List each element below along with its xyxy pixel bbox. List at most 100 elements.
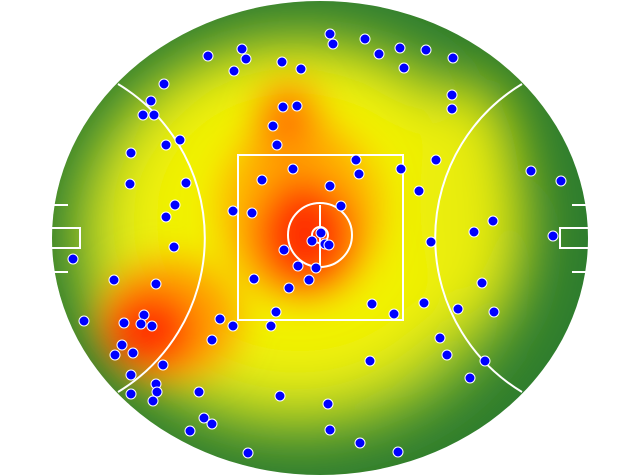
point (430, 154, 442, 166)
point (464, 372, 476, 384)
point (487, 215, 499, 227)
point (150, 278, 162, 290)
point (180, 177, 192, 189)
point (206, 418, 218, 430)
point (303, 274, 315, 286)
point (274, 390, 286, 402)
point (420, 44, 432, 56)
point (125, 147, 137, 159)
point (277, 101, 289, 113)
point (138, 309, 150, 321)
point (67, 253, 79, 265)
point (157, 359, 169, 371)
point (447, 52, 459, 64)
point (366, 298, 378, 310)
point (525, 165, 537, 177)
point (359, 33, 371, 45)
point (350, 154, 362, 166)
point (236, 43, 248, 55)
point (168, 241, 180, 253)
point (418, 297, 430, 309)
point (488, 306, 500, 318)
point (271, 139, 283, 151)
point (124, 178, 136, 190)
point (242, 447, 254, 459)
point (287, 163, 299, 175)
point (292, 260, 304, 272)
point (476, 277, 488, 289)
point (398, 62, 410, 74)
point (270, 306, 282, 318)
point (373, 48, 385, 60)
point (169, 199, 181, 211)
point (202, 50, 214, 62)
point (323, 239, 335, 251)
point (310, 262, 322, 274)
point (306, 235, 318, 247)
point (147, 395, 159, 407)
point (324, 424, 336, 436)
point (125, 369, 137, 381)
point (364, 355, 376, 367)
point (267, 120, 279, 132)
point (327, 38, 339, 50)
point (353, 168, 365, 180)
point (446, 89, 458, 101)
point (127, 347, 139, 359)
point (214, 313, 226, 325)
point (425, 236, 437, 248)
point (125, 388, 137, 400)
point (78, 315, 90, 327)
points (67, 28, 567, 459)
point (193, 386, 205, 398)
point (452, 303, 464, 315)
point (468, 226, 480, 238)
point (174, 134, 186, 146)
point (256, 174, 268, 186)
point (295, 63, 307, 75)
point (146, 320, 158, 332)
point (137, 109, 149, 121)
point (278, 244, 290, 256)
point (246, 207, 258, 219)
point (145, 95, 157, 107)
point (109, 349, 121, 361)
point (276, 56, 288, 68)
point (354, 437, 366, 449)
point (434, 332, 446, 344)
point (335, 200, 347, 212)
point (118, 317, 130, 329)
point (315, 227, 327, 239)
point (158, 78, 170, 90)
point (151, 386, 163, 398)
point (479, 355, 491, 367)
point (184, 425, 196, 437)
point (265, 320, 277, 332)
point (240, 53, 252, 65)
point (108, 274, 120, 286)
point (198, 412, 210, 424)
point (324, 180, 336, 192)
point (441, 349, 453, 361)
point (547, 230, 559, 242)
point (555, 175, 567, 187)
point (160, 139, 172, 151)
point (228, 65, 240, 77)
field-lines (52, 83, 588, 393)
point (388, 308, 400, 320)
point (324, 28, 336, 40)
point (248, 273, 260, 285)
point (283, 282, 295, 294)
point (395, 163, 407, 175)
point (160, 211, 172, 223)
point (392, 446, 404, 458)
point (227, 205, 239, 217)
point (227, 320, 239, 332)
point (291, 100, 303, 112)
point (116, 339, 128, 351)
point (322, 398, 334, 410)
point (394, 42, 406, 54)
point (148, 109, 160, 121)
